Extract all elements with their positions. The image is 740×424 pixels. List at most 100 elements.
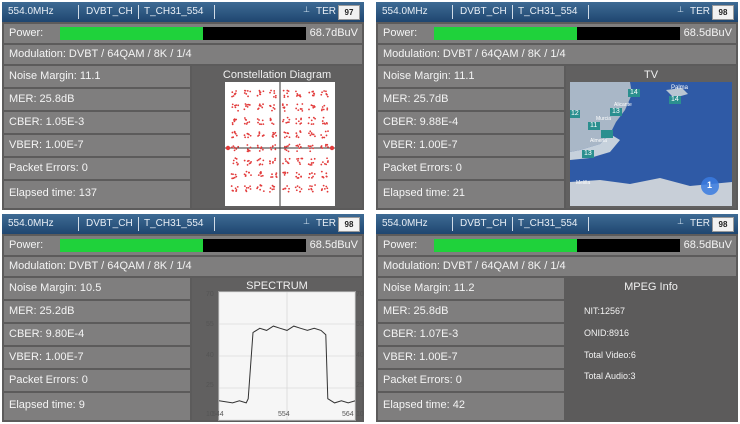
constellation-point (234, 118, 237, 121)
spectrum-plot (218, 291, 356, 421)
constellation-point (325, 185, 328, 188)
constellation-point (325, 121, 328, 124)
mpeg-info-view: MPEG Info NIT:12567 ONID:8916 Total Vide… (566, 278, 736, 420)
power-row: Power: 68.5dBuV (4, 236, 362, 255)
constellation-point (247, 95, 249, 98)
constellation-point (231, 106, 234, 109)
constellation-point (257, 146, 259, 149)
view-title: TV (643, 69, 659, 81)
constellation-point (320, 134, 323, 136)
constellation-point (235, 158, 238, 160)
constellation-point (310, 188, 313, 191)
constellation-point (230, 173, 233, 175)
constellation-point (313, 106, 315, 108)
constellation-point (312, 133, 315, 136)
constellation-point (325, 172, 328, 175)
power-meter-fill (60, 239, 203, 252)
constellation-point (309, 147, 311, 150)
constellation-point (295, 122, 298, 125)
x-tick-label: 544 (212, 411, 224, 418)
map-label: 14 (630, 89, 638, 96)
constellation-point (233, 149, 236, 152)
constellation-point (299, 130, 302, 132)
constellation-point (237, 163, 239, 165)
constellation-point (243, 122, 246, 125)
constellation-point (307, 163, 310, 166)
constellation-point (312, 94, 315, 97)
antenna-icon: ⊥ (303, 217, 310, 226)
map-marker-label: 1 (707, 180, 713, 190)
constellation-point (275, 173, 277, 176)
constellation-point (260, 175, 263, 178)
constellation-point (271, 188, 274, 191)
constellation-point (307, 145, 310, 147)
map-label: 11 (590, 122, 598, 129)
vber-row: VBER: 1.00E-7 (378, 135, 564, 156)
y-tick-label-right: 25 (356, 382, 364, 389)
constellation-point (269, 146, 272, 149)
constellation-point (232, 189, 235, 192)
power-meter-fill (434, 239, 577, 252)
constellation-point (259, 93, 262, 96)
constellation-point (245, 105, 247, 107)
standard-label: DVBT_CH (86, 6, 133, 17)
constellation-point (321, 108, 323, 111)
constellation-point (244, 103, 247, 105)
constellation-point (323, 187, 326, 190)
constellation-point (231, 131, 234, 134)
constellation-point (235, 161, 238, 164)
constellation-point (326, 157, 328, 160)
constellation-view: Constellation Diagram (192, 66, 362, 208)
constellation-point (261, 174, 264, 177)
constellation-point (247, 186, 250, 189)
constellation-point (296, 103, 299, 106)
noise-margin-row: Noise Margin: 11.1 (4, 66, 190, 87)
constellation-point (246, 103, 249, 106)
constellation-point (273, 188, 275, 191)
constellation-point (283, 110, 286, 112)
constellation-point (298, 94, 301, 97)
power-row: Power: 68.5dBuV (378, 24, 736, 43)
constellation-point (299, 190, 302, 193)
constellation-point (232, 159, 235, 162)
constellation-point (321, 188, 324, 190)
constellation-point (257, 121, 259, 124)
panel-tv: 554.0MHz DVBT_CH T_CH31_554 ⊥ TER 98 Pow… (376, 2, 738, 210)
standard-label: DVBT_CH (86, 218, 133, 229)
constellation-point (274, 144, 277, 146)
pilot-point (225, 145, 231, 151)
constellation-point (300, 157, 303, 160)
constellation-point (314, 135, 316, 138)
constellation-point (324, 123, 327, 125)
constellation-point (314, 184, 316, 186)
constellation-point (285, 160, 287, 162)
constellation-point (309, 134, 312, 137)
modulation-row: Modulation: DVBT / 64QAM / 8K / 1/4 (378, 257, 736, 276)
constellation-point (282, 106, 285, 109)
constellation-point (272, 162, 274, 164)
constellation-point (297, 94, 299, 97)
power-meter-fill (434, 27, 577, 40)
constellation-point (295, 171, 298, 174)
modulation-text: Modulation: DVBT / 64QAM / 8K / 1/4 (383, 48, 566, 60)
cber-row: CBER: 1.07E-3 (378, 324, 564, 345)
constellation-point (273, 185, 276, 188)
constellation-point (310, 132, 313, 134)
constellation-point (271, 109, 273, 112)
constellation-point (312, 92, 315, 95)
battery-badge: 98 (712, 217, 734, 232)
constellation-point (257, 107, 260, 110)
constellation-point (247, 103, 250, 106)
elapsed-time-row: Elapsed time: 21 (378, 181, 564, 208)
ter-label: TER (690, 6, 710, 17)
constellation-point (299, 163, 302, 166)
constellation-point (308, 108, 310, 111)
modulation-row: Modulation: DVBT / 64QAM / 8K / 1/4 (4, 257, 362, 276)
constellation-point (282, 120, 284, 123)
constellation-point (260, 146, 263, 149)
constellation-point (282, 162, 284, 165)
constellation-point (282, 171, 285, 174)
y-tick-label-right: 55 (356, 321, 364, 328)
map-label: Murcia (596, 116, 612, 122)
power-meter (434, 239, 680, 252)
